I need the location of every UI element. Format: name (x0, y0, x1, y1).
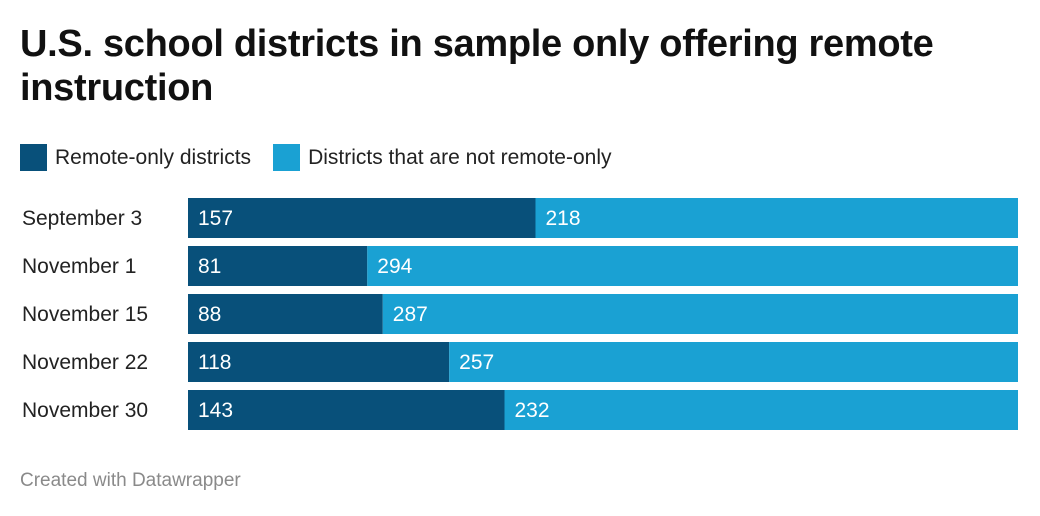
bar-not-remote (535, 198, 1018, 238)
value-label-remote: 81 (198, 255, 221, 278)
row-label: November 15 (22, 303, 148, 326)
row-label: November 1 (22, 255, 136, 278)
bar-remote (188, 390, 505, 430)
bar-remote (188, 342, 450, 382)
chart-title: U.S. school districts in sample only off… (20, 23, 934, 109)
legend-item-remote: Remote-only districts (20, 144, 251, 171)
stacked-bar-chart: September 3 157 218 November 1 81 294 November… (22, 198, 1019, 430)
legend-label-remote: Remote-only districts (55, 145, 252, 169)
bar-remote (188, 294, 383, 334)
legend-swatch-not-remote (273, 144, 301, 171)
value-label-not-remote: 232 (515, 399, 550, 422)
bar-not-remote (449, 342, 1018, 382)
legend-item-not-remote: Districts that are not remote-only (273, 144, 612, 171)
value-label-not-remote: 218 (545, 207, 580, 230)
value-label-remote: 118 (198, 351, 231, 374)
bar-not-remote (382, 294, 1019, 334)
row-label: November 30 (22, 399, 148, 422)
row-label: September 3 (22, 207, 142, 230)
bar-remote (188, 198, 536, 238)
bar-not-remote (367, 246, 1018, 286)
bar-not-remote (504, 390, 1018, 430)
value-label-remote: 143 (198, 399, 233, 422)
legend: Remote-only districts Districts that are… (20, 144, 634, 171)
value-label-remote: 88 (198, 303, 221, 326)
bar-remote (188, 246, 368, 286)
row-label: November 22 (22, 351, 148, 374)
legend-swatch-remote (20, 144, 47, 171)
legend-label-not-remote: Districts that are not remote-only (308, 145, 612, 169)
value-label-remote: 157 (198, 207, 233, 230)
value-label-not-remote: 257 (459, 351, 494, 374)
footer-credit: Created with Datawrapper (20, 470, 241, 491)
value-label-not-remote: 287 (393, 303, 428, 326)
value-label-not-remote: 294 (377, 255, 412, 278)
